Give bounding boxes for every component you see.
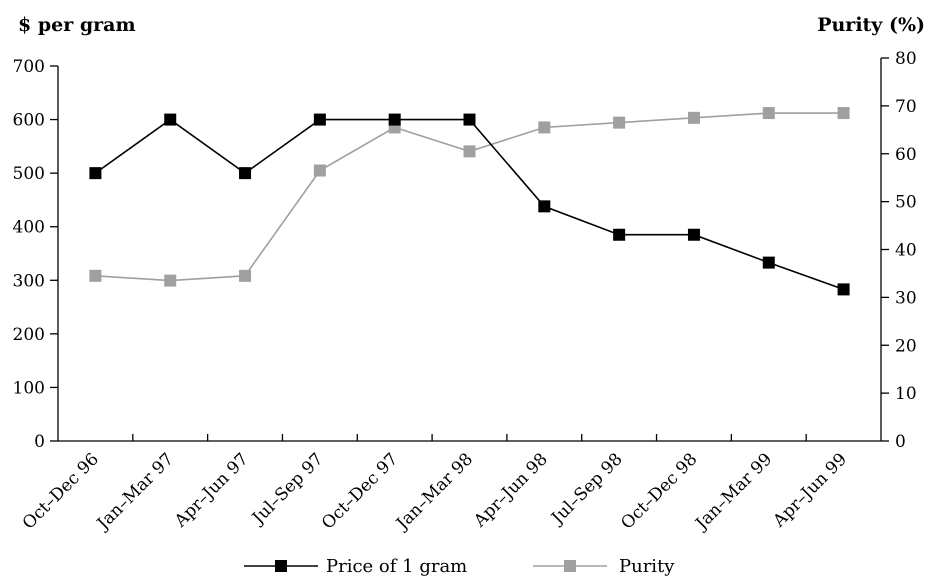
series-1-point: [837, 107, 850, 120]
right-tick-label: 20: [895, 336, 917, 356]
series-1-point: [89, 269, 102, 282]
x-tick-label: Jul–Sep 98: [547, 449, 627, 529]
legend-label-price: Price of 1 gram: [326, 556, 467, 576]
left-tick-label: 0: [34, 432, 45, 452]
left-tick-label: 100: [13, 378, 45, 398]
series-1-point: [687, 111, 700, 124]
left-tick-label: 400: [13, 218, 45, 238]
left-tick-label: 500: [13, 164, 45, 184]
series-line-1: [95, 112, 844, 282]
series-1-point: [239, 269, 252, 282]
right-tick-label: 70: [895, 97, 917, 117]
left-axis-ticks: 0 100 200 300 400 500 600 700: [13, 57, 58, 452]
right-tick-label: 80: [895, 49, 917, 69]
y-left-axis-title: $ per gram: [18, 14, 136, 36]
x-tick-label: Oct–Dec 96: [19, 449, 103, 533]
series-0-point: [538, 200, 551, 213]
series-0-point: [164, 113, 177, 126]
series-0-point: [313, 113, 326, 126]
series-0-point: [463, 113, 476, 126]
series-0-point: [837, 283, 850, 296]
right-tick-label: 0: [895, 432, 906, 452]
x-tick-label: Jul–Sep 97: [247, 449, 327, 529]
series-1-point: [463, 145, 476, 158]
series-1-point: [313, 164, 326, 177]
y-right-axis-title: Purity (%): [817, 14, 925, 36]
x-tick-label: Apr–Jun 99: [769, 449, 851, 531]
right-tick-label: 50: [895, 193, 917, 213]
x-tick-label: Oct–Dec 98: [617, 449, 701, 533]
series-0-point: [613, 228, 626, 241]
series-line-0: [94, 118, 844, 291]
series-layer: [89, 107, 850, 296]
x-tick-label: Jan–Mar 97: [92, 449, 178, 535]
x-tick-label: Apr–Jun 97: [170, 449, 252, 531]
series-1-point: [762, 107, 775, 120]
right-tick-label: 40: [895, 241, 917, 261]
right-tick-label: 30: [895, 288, 917, 308]
series-0-point: [388, 113, 401, 126]
x-tick-label: Apr–Jun 98: [469, 449, 551, 531]
right-tick-label: 10: [895, 384, 917, 404]
series-0-point: [239, 167, 252, 180]
x-tick-label: Oct–Dec 97: [318, 449, 402, 533]
series-0-point: [89, 167, 102, 180]
left-tick-label: 700: [13, 57, 45, 77]
legend: Price of 1 gram Purity: [244, 556, 675, 576]
legend-marker-purity: [564, 560, 576, 572]
series-1-point: [538, 121, 551, 134]
series-0-point: [762, 256, 775, 269]
right-tick-label: 60: [895, 145, 917, 165]
left-tick-label: 300: [13, 271, 45, 291]
left-tick-label: 200: [13, 325, 45, 345]
series-1-point: [164, 274, 177, 287]
x-tick-label: Jan–Mar 99: [691, 449, 777, 535]
series-1-point: [613, 116, 626, 129]
legend-marker-price: [275, 560, 287, 572]
left-tick-label: 600: [13, 111, 45, 131]
right-axis-ticks: 0 10 20 30 40 50 60 70 80: [881, 49, 917, 452]
series-0-point: [687, 228, 700, 241]
legend-label-purity: Purity: [619, 556, 675, 576]
x-tick-label: Jan–Mar 98: [391, 449, 477, 535]
